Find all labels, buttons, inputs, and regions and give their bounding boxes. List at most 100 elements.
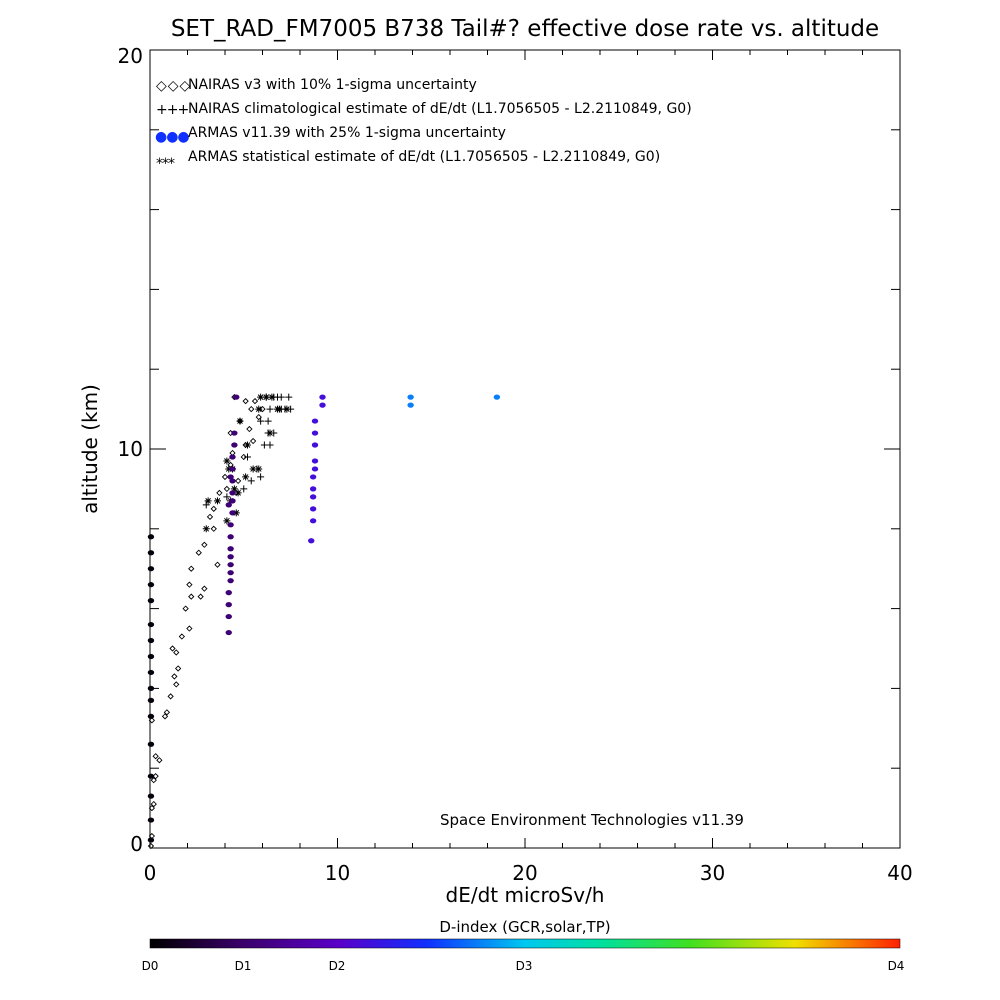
nairas-v3-point <box>156 757 163 764</box>
nairas-v3-point <box>182 605 189 612</box>
nairas-v3-point <box>148 717 156 724</box>
nairas-v3-point <box>255 413 262 421</box>
legend-label-armas-statistical: ARMAS statistical estimate of dE/dt (L1.… <box>188 149 660 165</box>
armas-measurement-point <box>319 402 326 408</box>
nairas-v3-point <box>161 713 169 720</box>
nairas-v3-point <box>214 561 221 568</box>
nairas-v3-point <box>173 681 180 688</box>
legend-symbol-nairas-v3: ◇◇◇ <box>156 78 191 94</box>
y-tick-label-0: 0 <box>130 832 143 856</box>
nairas-v3-point <box>251 397 259 405</box>
x-tick-label-30: 30 <box>700 861 725 885</box>
nairas-v3-point <box>188 565 195 572</box>
armas-statistical-point <box>262 393 270 401</box>
nairas-v3-point <box>150 777 157 784</box>
colorbar-title: D-index (GCR,solar,TP) <box>439 918 610 936</box>
armas-statistical-point <box>266 429 274 437</box>
nairas-v3-point <box>188 593 195 600</box>
nairas-v3-point <box>234 477 242 485</box>
nairas-v3-point <box>163 709 171 716</box>
data-marks <box>147 393 501 850</box>
armas-measurement-point <box>147 669 155 676</box>
armas-statistical-point <box>249 465 257 473</box>
armas-statistical-point <box>204 497 212 505</box>
armas-measurement-point <box>225 502 232 508</box>
legend-label-nairas-climatological: NAIRAS climatological estimate of dE/dt … <box>188 101 692 117</box>
armas-measurement-point <box>311 458 319 464</box>
armas-measurement-point <box>229 490 236 496</box>
armas-statistical-point <box>268 393 276 401</box>
armas-measurement-point <box>147 837 155 843</box>
armas-measurement-point <box>231 442 238 448</box>
credit-text: Space Environment Technologies v11.39 <box>440 811 744 829</box>
colorbar-label-d0: D0 <box>142 959 159 973</box>
x-tick-label-0: 0 <box>144 861 157 885</box>
armas-measurement-point <box>227 570 234 576</box>
armas-measurement-point <box>233 394 240 400</box>
armas-measurement-point <box>147 598 155 604</box>
colorbar-label-d1: D1 <box>235 959 252 973</box>
armas-measurement-point <box>227 474 234 480</box>
armas-measurement-point <box>147 817 155 823</box>
nairas-v3-point <box>167 693 174 700</box>
armas-measurement-point <box>147 582 155 588</box>
nairas-v3-point <box>246 425 253 433</box>
armas-measurement-point <box>229 466 236 472</box>
nairas-climatological-point <box>285 393 293 401</box>
nairas-climatological-point <box>266 405 274 413</box>
nairas-v3-point <box>169 645 176 652</box>
armas-measurement-point <box>147 713 155 719</box>
armas-measurement-point <box>227 578 234 584</box>
armas-statistical-point <box>230 485 238 493</box>
nairas-v3-point <box>147 842 155 850</box>
armas-statistical-point <box>255 405 263 413</box>
nairas-v3-point <box>249 437 257 445</box>
armas-measurement-point <box>147 741 155 747</box>
nairas-v3-point <box>240 453 247 461</box>
armas-statistical-point <box>223 457 231 465</box>
x-axis-label: dE/dt microSv/h <box>446 883 605 907</box>
armas-statistical-point <box>223 517 231 525</box>
armas-measurement-point <box>147 653 155 660</box>
armas-measurement-point <box>147 621 155 628</box>
armas-measurement-point <box>311 442 319 448</box>
armas-measurement-point <box>311 418 319 424</box>
armas-measurement-point <box>147 773 155 779</box>
nairas-v3-point <box>195 549 202 556</box>
legend: ◇◇◇ NAIRAS v3 with 10% 1-sigma uncertain… <box>155 77 692 172</box>
armas-measurement-point <box>407 402 414 408</box>
colorbar-label-d3: D3 <box>516 959 533 973</box>
armas-measurement-point <box>231 430 238 436</box>
colorbar-label-d4: D4 <box>888 959 905 973</box>
legend-label-nairas-v3: NAIRAS v3 with 10% 1-sigma uncertainty <box>188 77 477 93</box>
nairas-v3-point <box>173 649 180 656</box>
armas-statistical-point <box>242 473 250 481</box>
armas-measurement-point <box>309 494 317 500</box>
armas-measurement-point <box>311 430 319 436</box>
armas-measurement-point <box>147 685 155 692</box>
armas-statistical-point <box>202 525 210 533</box>
nairas-climatological-point <box>257 473 265 481</box>
nairas-v3-point <box>210 525 217 532</box>
armas-statistical-point <box>234 489 242 497</box>
nairas-v3-point <box>186 625 193 632</box>
armas-measurement-point <box>227 546 234 552</box>
axis-ticks <box>149 49 901 849</box>
nairas-v3-point <box>206 513 214 520</box>
armas-measurement-point <box>309 518 317 524</box>
nairas-v3-point <box>223 485 231 493</box>
nairas-v3-point <box>221 473 229 481</box>
x-tick-label-10: 10 <box>325 861 350 885</box>
nairas-climatological-point <box>266 441 274 449</box>
armas-measurement-point <box>227 554 234 560</box>
legend-symbol-armas: ●●● <box>155 129 189 145</box>
armas-statistical-point <box>275 405 283 413</box>
nairas-v3-point <box>148 804 156 812</box>
nairas-climatological-point <box>264 417 272 425</box>
armas-measurement-point <box>147 793 155 799</box>
armas-measurement-point <box>227 534 234 540</box>
armas-measurement-point <box>147 697 155 703</box>
nairas-v3-point <box>152 753 159 760</box>
colorbar <box>149 938 901 949</box>
